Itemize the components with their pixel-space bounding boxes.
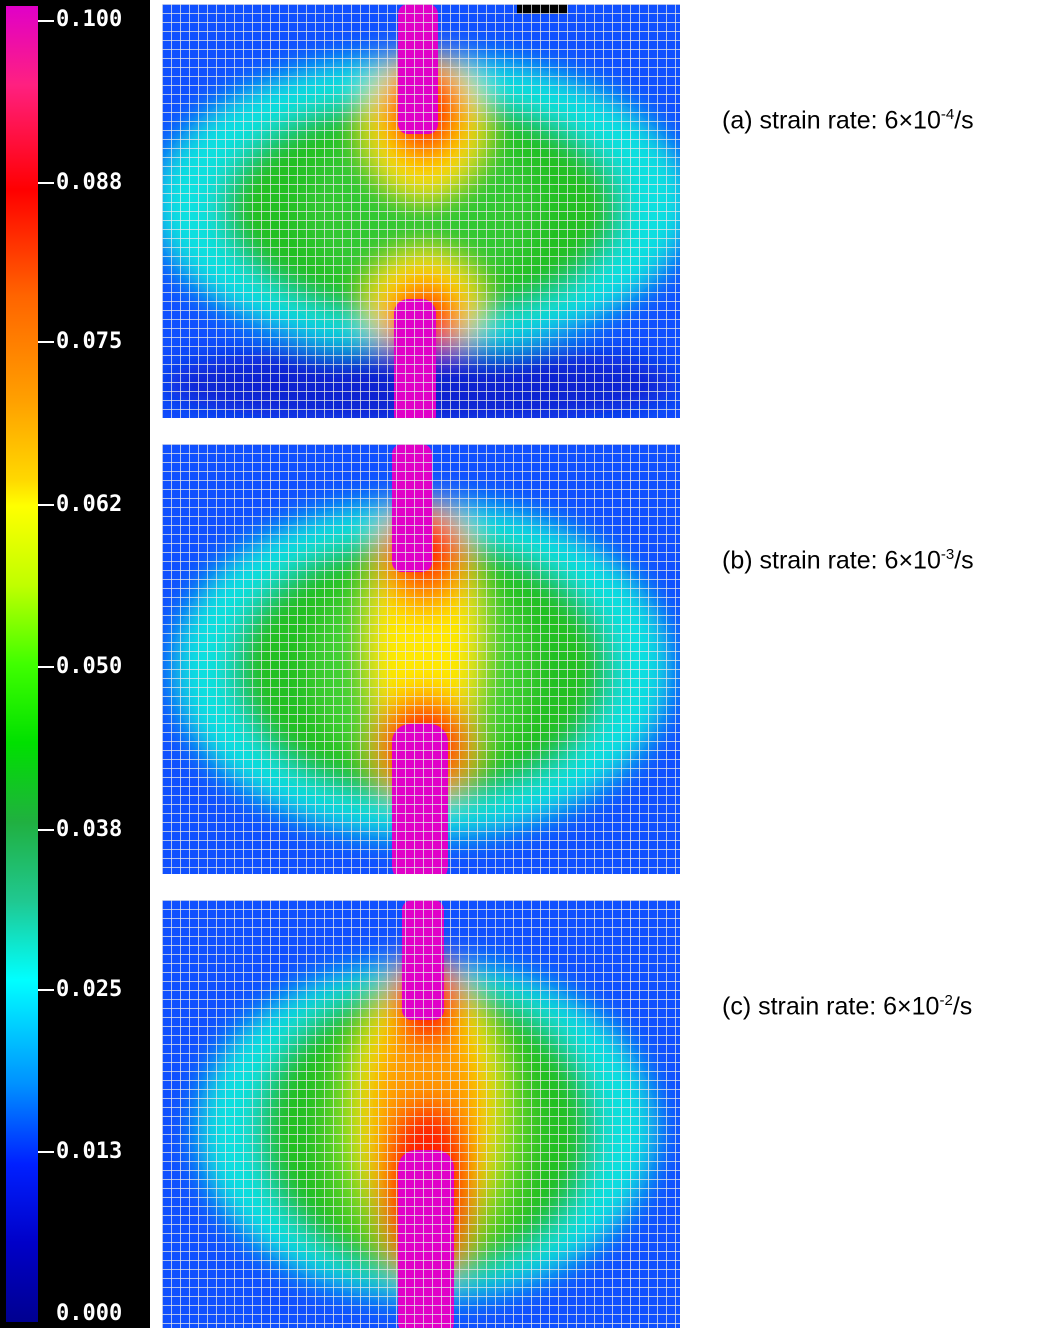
tick-label-8: 0.000 <box>56 1301 123 1326</box>
tick-label-4: 0.050 <box>56 654 123 679</box>
tick-mark <box>38 341 54 343</box>
caption-c: (c) strain rate: 6×10-2/s <box>722 992 972 1021</box>
caption-b-unit: /s <box>954 546 974 575</box>
color-scale-bar: 0.100 0.088 0.075 0.062 0.050 0.038 0.02… <box>0 0 150 1328</box>
tick-mark <box>38 20 54 22</box>
caption-c-text: (c) strain rate: 6×10 <box>722 992 940 1021</box>
strain-map-a <box>162 4 680 418</box>
caption-a-exponent: -4 <box>940 106 955 123</box>
tick-label-3: 0.062 <box>56 492 123 517</box>
tick-mark <box>38 666 54 668</box>
strain-map-panel-a <box>162 4 680 418</box>
caption-b-text: (b) strain rate: 6×10 <box>722 546 941 575</box>
caption-b: (b) strain rate: 6×10-3/s <box>722 546 974 575</box>
tick-mark <box>38 989 54 991</box>
caption-c-exponent: -2 <box>939 992 953 1009</box>
caption-a-text: (a) strain rate: 6×10 <box>722 106 941 135</box>
tick-label-6: 0.025 <box>56 977 123 1002</box>
caption-b-exponent: -3 <box>940 546 955 563</box>
strain-map-panel-c <box>162 900 680 1328</box>
caption-a: (a) strain rate: 6×10-4/s <box>722 106 974 135</box>
tick-mark <box>38 829 54 831</box>
caption-c-unit: /s <box>952 992 973 1021</box>
tick-label-1: 0.088 <box>56 170 123 195</box>
color-gradient <box>6 6 38 1322</box>
tick-label-5: 0.038 <box>56 817 123 842</box>
tick-mark <box>38 1151 54 1153</box>
tick-label-0: 0.100 <box>56 7 123 32</box>
tick-label-7: 0.013 <box>56 1139 123 1164</box>
strain-map-c <box>162 900 680 1328</box>
strain-map-b <box>162 444 680 874</box>
tick-label-2: 0.075 <box>56 329 123 354</box>
caption-a-unit: /s <box>954 106 974 135</box>
tick-mark <box>38 182 54 184</box>
tick-mark <box>38 504 54 506</box>
strain-map-panel-b <box>162 444 680 874</box>
